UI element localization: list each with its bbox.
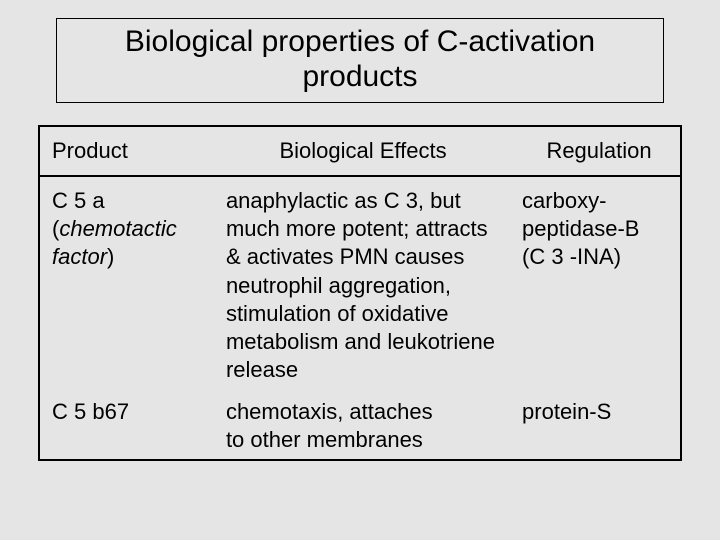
- cell-product: C 5 a (chemotactic factor): [40, 177, 214, 394]
- title-box: Biological properties of C-activation pr…: [56, 18, 664, 103]
- cell-effects: anaphylactic as C 3, but much more poten…: [214, 177, 510, 394]
- properties-table: Product Biological Effects Regulation C …: [38, 125, 682, 461]
- page-title: Biological properties of C-activation pr…: [77, 25, 643, 94]
- product-subtitle-close: ): [107, 244, 114, 269]
- col-header-effects: Biological Effects: [214, 127, 510, 175]
- table-row: C 5 a (chemotactic factor) anaphylactic …: [40, 177, 680, 394]
- effects-line: to other membranes: [226, 427, 423, 452]
- table-row: C 5 b67 chemotaxis, attaches to other me…: [40, 394, 680, 458]
- table-header-row: Product Biological Effects Regulation: [40, 127, 680, 177]
- product-name: C 5 a: [52, 188, 105, 213]
- reg-line: carboxy-: [522, 188, 606, 213]
- cell-regulation: protein-S: [510, 394, 680, 458]
- col-header-product: Product: [40, 127, 214, 175]
- cell-regulation: carboxy- peptidase-B (C 3 -INA): [510, 177, 680, 394]
- reg-line: peptidase-B: [522, 216, 639, 241]
- product-name: C 5 b67: [52, 399, 129, 424]
- col-header-regulation: Regulation: [510, 127, 680, 175]
- cell-effects: chemotaxis, attaches to other membranes: [214, 394, 510, 458]
- reg-line: protein-S: [522, 399, 611, 424]
- effects-line: chemotaxis, attaches: [226, 399, 433, 424]
- cell-product: C 5 b67: [40, 394, 214, 458]
- product-subtitle-italic: chemotactic factor: [52, 216, 177, 269]
- reg-line: (C 3 -INA): [522, 244, 621, 269]
